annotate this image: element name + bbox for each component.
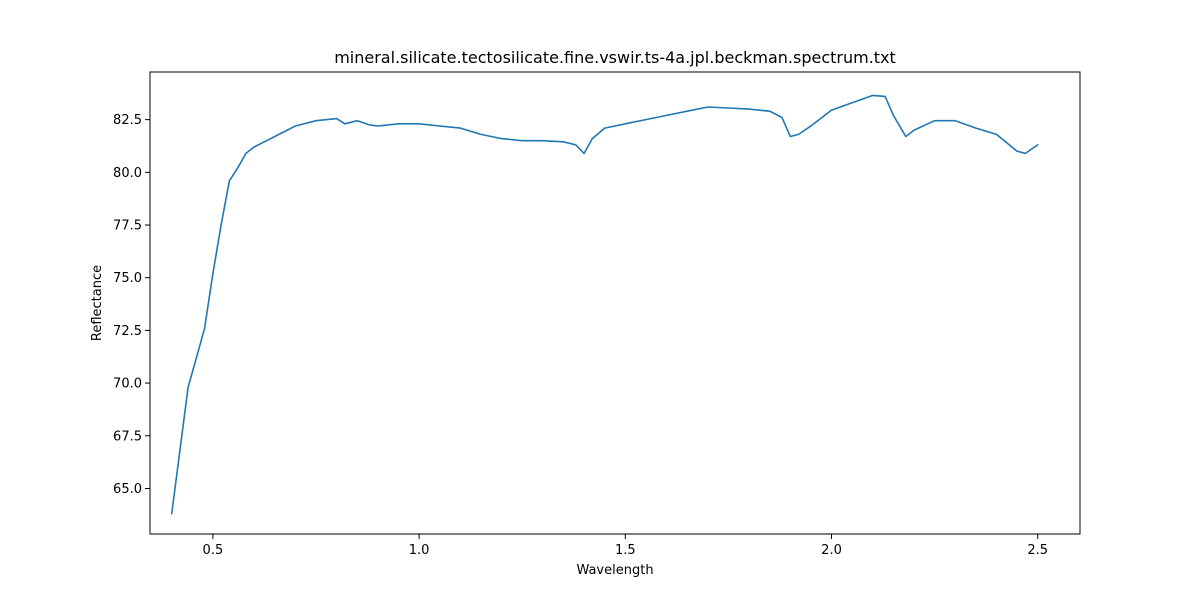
y-tick-label: 70.0 [113,377,142,392]
y-tick-label: 65.0 [113,482,142,497]
x-tick-label: 2.0 [821,543,842,558]
y-tick-label: 67.5 [113,429,142,444]
plot-frame [149,71,1081,535]
x-axis: 0.5 1.0 1.5 2.0 2.5 [203,534,1048,558]
x-axis-label: Wavelength [576,563,653,578]
y-axis-label: Reflectance [90,265,105,341]
y-tick-label: 75.0 [113,271,142,286]
series-layer [170,94,1039,515]
chart-title: mineral.silicate.tectosilicate.fine.vswi… [334,48,896,67]
x-tick-label: 2.5 [1027,543,1048,558]
y-tick-label: 72.5 [113,324,142,339]
y-tick-label: 77.5 [113,219,142,234]
series-line [170,94,1039,515]
plot-area: 0.5 1.0 1.5 2.0 2.5 65.0 67.5 70.0 72.5 75.0 77.5… [113,71,1081,558]
x-tick-label: 0.5 [203,543,224,558]
y-tick-label: 80.0 [113,166,142,181]
y-axis: 65.0 67.5 70.0 72.5 75.0 77.5 80.0 82.5 [113,113,150,497]
x-tick-label: 1.0 [409,543,430,558]
y-tick-label: 82.5 [113,113,142,128]
x-tick-label: 1.5 [615,543,636,558]
